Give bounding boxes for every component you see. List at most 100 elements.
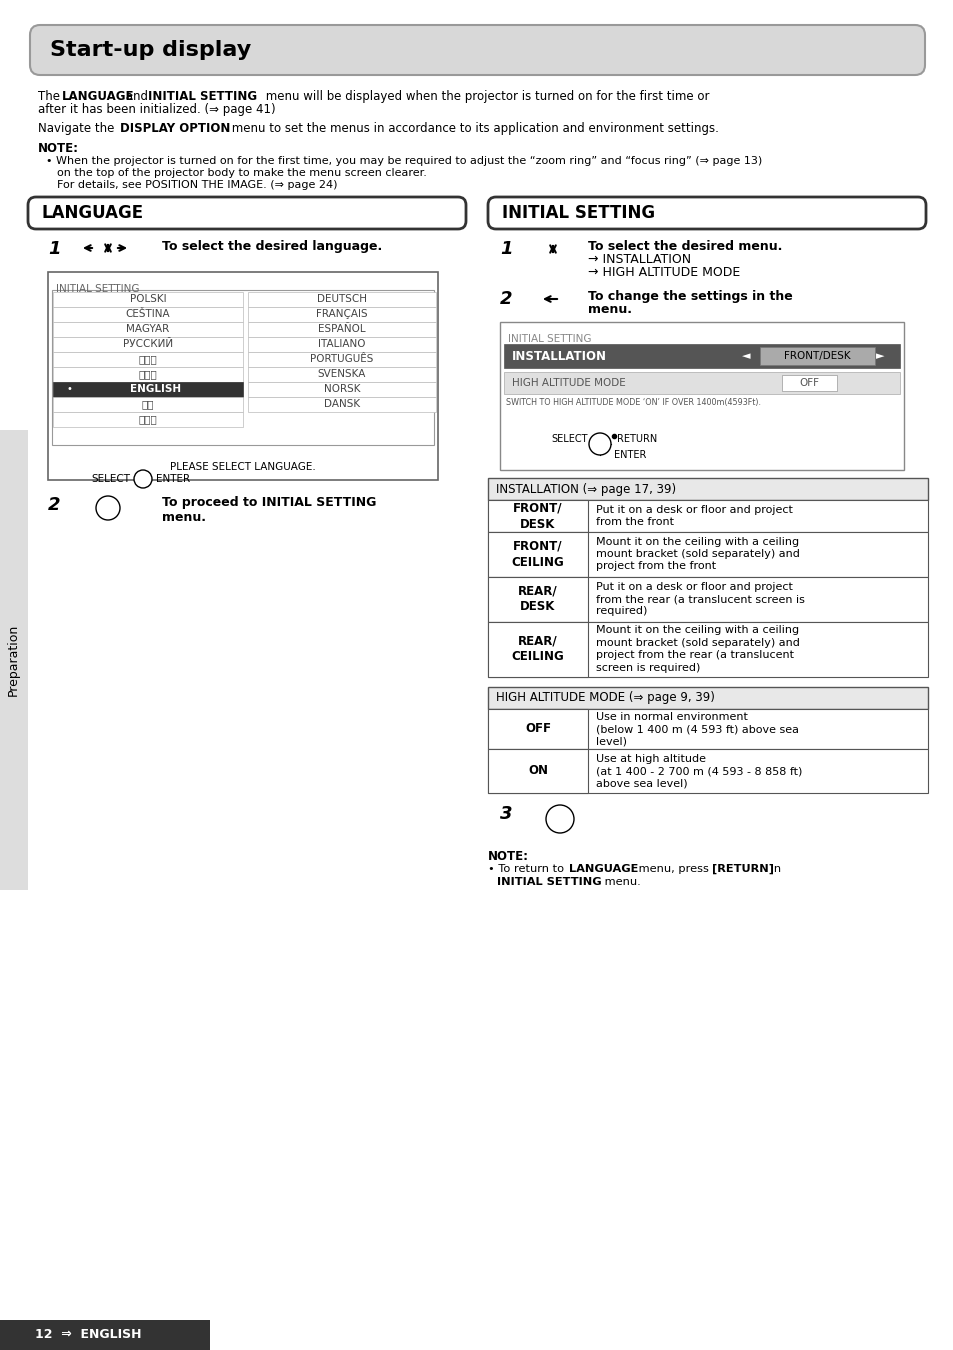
Text: SELECT: SELECT: [551, 433, 587, 444]
Text: INITIAL SETTING: INITIAL SETTING: [501, 204, 655, 221]
Text: INITIAL SETTING: INITIAL SETTING: [148, 90, 257, 103]
Bar: [248, 382, 436, 397]
Circle shape: [545, 805, 574, 833]
Bar: [53, 412, 243, 427]
Text: in: in: [766, 864, 781, 873]
Text: POLSKI: POLSKI: [130, 294, 166, 304]
Bar: [248, 397, 436, 412]
Text: RETURN: RETURN: [617, 433, 657, 444]
Text: LANGUAGE: LANGUAGE: [568, 864, 638, 873]
Text: INITIAL SETTING: INITIAL SETTING: [56, 284, 139, 294]
Bar: [53, 367, 243, 382]
Text: MAGYAR: MAGYAR: [126, 324, 170, 333]
Bar: [488, 709, 927, 749]
Text: on the top of the projector body to make the menu screen clearer.: on the top of the projector body to make…: [57, 167, 426, 178]
Text: menu to set the menus in accordance to its application and environment settings.: menu to set the menus in accordance to i…: [228, 122, 719, 135]
Text: SWITCH TO HIGH ALTITUDE MODE ‘ON’ IF OVER 1400m(4593Ft).: SWITCH TO HIGH ALTITUDE MODE ‘ON’ IF OVE…: [505, 398, 760, 406]
Bar: [248, 352, 436, 367]
Circle shape: [133, 470, 152, 487]
Text: To proceed to INITIAL SETTING
menu.: To proceed to INITIAL SETTING menu.: [162, 495, 376, 524]
Text: HIGH ALTITUDE MODE: HIGH ALTITUDE MODE: [512, 378, 625, 387]
Text: menu, press: menu, press: [635, 864, 712, 873]
Text: CEŠTINA: CEŠTINA: [126, 309, 171, 319]
Text: after it has been initialized. (⇒ page 41): after it has been initialized. (⇒ page 4…: [38, 103, 275, 116]
Bar: [248, 292, 436, 306]
Text: Mount it on the ceiling with a ceiling
mount bracket (sold separately) and
proje: Mount it on the ceiling with a ceiling m…: [596, 536, 799, 571]
Text: → INSTALLATION: → INSTALLATION: [587, 252, 690, 266]
Bar: [488, 687, 927, 709]
Bar: [488, 576, 587, 622]
Bar: [248, 338, 436, 352]
Bar: [488, 622, 587, 676]
Text: menu.: menu.: [600, 878, 640, 887]
Bar: [503, 373, 899, 394]
Text: 1: 1: [499, 240, 512, 258]
Text: HIGH ALTITUDE MODE (⇒ page 9, 39): HIGH ALTITUDE MODE (⇒ page 9, 39): [496, 691, 714, 705]
Bar: [53, 292, 243, 306]
Bar: [48, 271, 437, 481]
Text: Put it on a desk or floor and project
from the front: Put it on a desk or floor and project fr…: [596, 505, 792, 528]
Text: To change the settings in the: To change the settings in the: [587, 290, 792, 302]
Text: 2: 2: [48, 495, 60, 514]
Text: ESPAÑOL: ESPAÑOL: [318, 324, 365, 333]
Text: FRONT/
DESK: FRONT/ DESK: [513, 501, 562, 531]
Text: FRONT/DESK: FRONT/DESK: [782, 351, 849, 360]
Text: Put it on a desk or floor and project
from the rear (a translucent screen is
req: Put it on a desk or floor and project fr…: [596, 582, 804, 617]
Bar: [488, 749, 927, 792]
Text: NORSK: NORSK: [323, 383, 360, 394]
Text: INSTALLATION: INSTALLATION: [512, 350, 606, 363]
Text: ON: ON: [527, 764, 547, 778]
Bar: [488, 532, 927, 576]
Text: ENTER: ENTER: [156, 474, 190, 485]
Bar: [781, 375, 836, 391]
Text: 中文: 中文: [142, 400, 154, 409]
Text: INITIAL SETTING: INITIAL SETTING: [507, 333, 591, 344]
Text: •: •: [67, 383, 72, 394]
Text: For details, see POSITION THE IMAGE. (⇒ page 24): For details, see POSITION THE IMAGE. (⇒ …: [57, 180, 337, 190]
Bar: [53, 338, 243, 352]
Bar: [248, 306, 436, 323]
Bar: [52, 290, 434, 446]
Text: • To return to: • To return to: [488, 864, 567, 873]
Text: REAR/
DESK: REAR/ DESK: [517, 585, 558, 613]
Circle shape: [96, 495, 120, 520]
Text: OFF: OFF: [524, 722, 551, 736]
Bar: [488, 622, 927, 676]
Text: PLEASE SELECT LANGUAGE.: PLEASE SELECT LANGUAGE.: [170, 462, 315, 472]
Text: LANGUAGE: LANGUAGE: [62, 90, 134, 103]
Text: DEUTSCH: DEUTSCH: [316, 294, 367, 304]
Bar: [248, 323, 436, 338]
Text: To select the desired language.: To select the desired language.: [162, 240, 382, 252]
Text: [RETURN]: [RETURN]: [711, 864, 773, 875]
Text: ไทย: ไทย: [138, 354, 157, 364]
Bar: [503, 344, 899, 369]
Text: 한국어: 한국어: [138, 369, 157, 379]
Text: NOTE:: NOTE:: [38, 142, 79, 155]
Circle shape: [588, 433, 610, 455]
Text: Use in normal environment
(below 1 400 m (4 593 ft) above sea
level): Use in normal environment (below 1 400 m…: [596, 711, 799, 747]
Bar: [488, 532, 587, 576]
FancyBboxPatch shape: [28, 197, 465, 230]
Bar: [0, 431, 28, 890]
Text: SVENSKA: SVENSKA: [317, 369, 366, 379]
Text: ENTER: ENTER: [614, 450, 646, 460]
Bar: [499, 323, 903, 470]
Text: OFF: OFF: [799, 378, 818, 387]
Bar: [53, 306, 243, 323]
Text: DISPLAY OPTION: DISPLAY OPTION: [120, 122, 230, 135]
Bar: [488, 709, 587, 749]
Bar: [488, 576, 927, 622]
Bar: [488, 749, 587, 792]
Text: NOTE:: NOTE:: [488, 850, 529, 863]
Text: FRONT/
CEILING: FRONT/ CEILING: [511, 540, 564, 568]
Bar: [53, 323, 243, 338]
Text: FRANÇAIS: FRANÇAIS: [315, 309, 368, 319]
Text: Start-up display: Start-up display: [50, 40, 251, 59]
Text: 3: 3: [499, 805, 512, 823]
Text: 12  ⇒  ENGLISH: 12 ⇒ ENGLISH: [35, 1328, 141, 1342]
Text: SELECT: SELECT: [91, 474, 130, 485]
Text: РУССКИЙ: РУССКИЙ: [123, 339, 172, 350]
Text: REAR/
CEILING: REAR/ CEILING: [511, 634, 564, 663]
Bar: [488, 500, 587, 532]
Text: INSTALLATION (⇒ page 17, 39): INSTALLATION (⇒ page 17, 39): [496, 482, 676, 495]
